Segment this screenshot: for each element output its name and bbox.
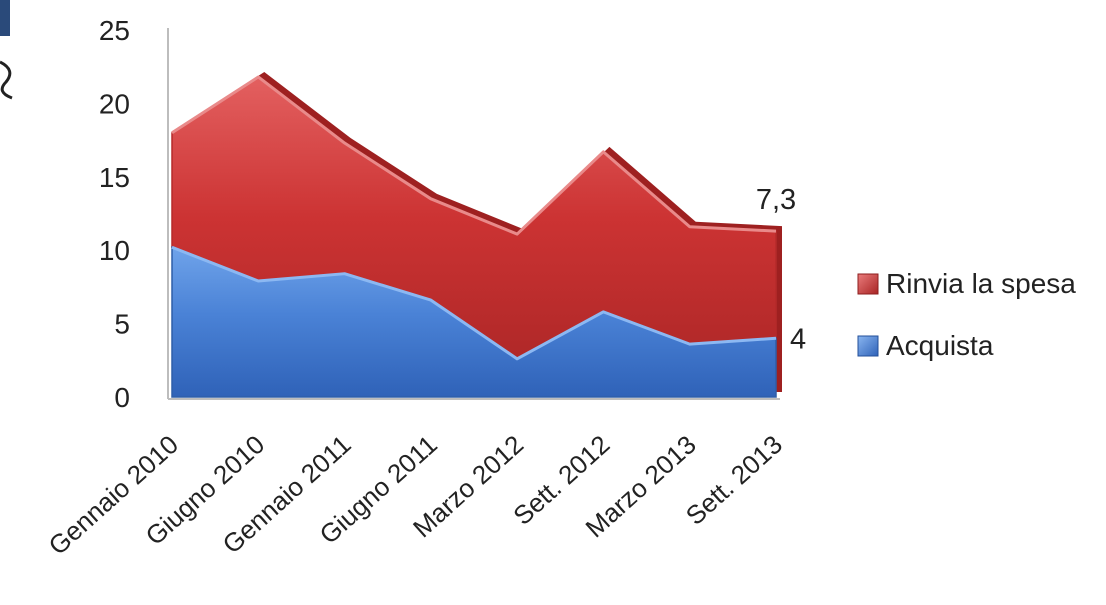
y-tick-label: 15 — [99, 162, 130, 193]
series-edge-acquista — [171, 245, 777, 361]
data-labels: 7,34 — [756, 184, 806, 355]
cropped-edge-glyph — [0, 60, 13, 100]
legend-label-rinvia-la-spesa: Rinvia la spesa — [886, 268, 1076, 299]
legend-swatch-rinvia-la-spesa — [857, 273, 879, 295]
series-edge-rinvia-la-spesa — [171, 75, 777, 236]
y-tick-label: 10 — [99, 235, 130, 266]
y-tick-label: 20 — [99, 88, 130, 119]
y-tick-label: 25 — [99, 15, 130, 46]
data-label-rinvia-la-spesa: 7,3 — [756, 184, 796, 216]
y-tick-label: 5 — [114, 309, 130, 340]
legend-label-acquista: Acquista — [886, 330, 994, 361]
plot-area — [171, 71, 782, 398]
y-tick-label: 0 — [114, 382, 130, 413]
cropped-edge-mark — [0, 0, 10, 36]
x-tick-label: Sett. 2013 — [680, 429, 788, 531]
data-label-acquista: 4 — [790, 323, 806, 355]
y-axis-tick-labels: 0 5 10 15 20 25 — [99, 15, 130, 413]
legend-swatch-acquista — [857, 335, 879, 357]
legend: Rinvia la spesa Acquista — [857, 268, 1076, 361]
axes — [167, 28, 780, 400]
